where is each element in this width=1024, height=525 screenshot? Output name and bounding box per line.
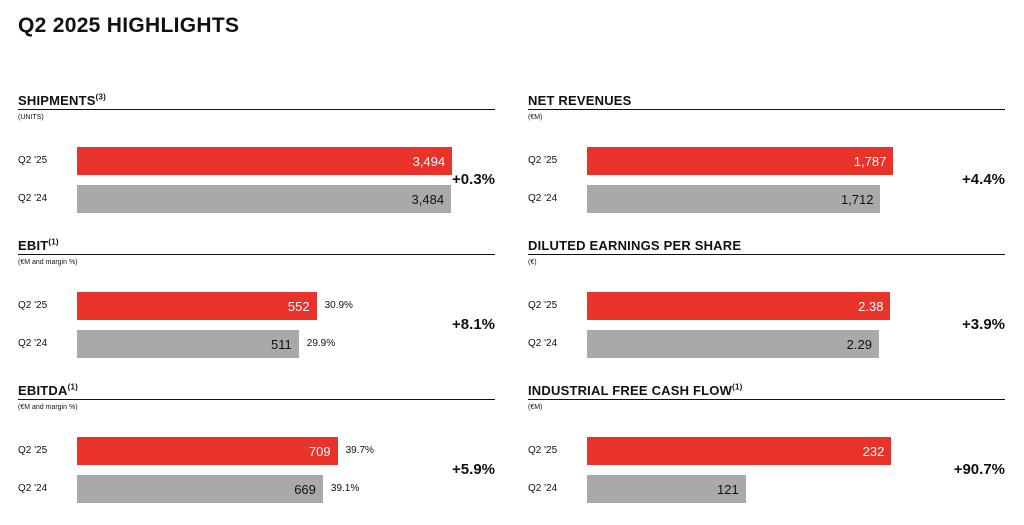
title-rule (528, 399, 1005, 400)
period-label: Q2 '24 (528, 193, 558, 204)
value-label: 2.29 (846, 336, 872, 352)
bar-prior: 3,484 (77, 185, 452, 213)
period-label: Q2 '25 (18, 155, 48, 166)
title-rule (18, 254, 495, 255)
bar-prior: 669 (77, 475, 323, 503)
panel-title-text: INDUSTRIAL FREE CASH FLOW (528, 383, 733, 398)
panel-title-text: NET REVENUES (528, 93, 632, 108)
diluted-earnings-per-share-unit: (€) (528, 259, 537, 266)
title-rule (528, 109, 1005, 110)
shipments-panel: SHIPMENTS(3) (UNITS) Q2 '25 3,494 Q2 '24 3,48… (18, 93, 495, 233)
net-revenues-unit: (€M) (528, 114, 543, 121)
bar-current: 2.38 (587, 292, 891, 320)
bar-current: 1,787 (587, 147, 894, 175)
period-label: Q2 '24 (18, 193, 48, 204)
industrial-free-cash-flow-panel: INDUSTRIAL FREE CASH FLOW(1) (€M) Q2 '25 23… (528, 383, 1005, 523)
value-label: 1,712 (840, 191, 874, 207)
industrial-free-cash-flow-unit: (€M) (528, 404, 543, 411)
margin-label: 29.9% (306, 338, 336, 349)
period-label: Q2 '25 (18, 445, 48, 456)
value-label: 669 (294, 481, 316, 497)
value-label: 511 (271, 336, 292, 352)
bar-prior: 2.29 (587, 330, 879, 358)
page-title: Q2 2025 HIGHLIGHTS (18, 14, 240, 37)
period-label: Q2 '24 (18, 483, 48, 494)
diluted-earnings-per-share-panel: DILUTED EARNINGS PER SHARE (€) Q2 '25 2.38 Q… (528, 238, 1005, 378)
footnote-marker: (1) (67, 382, 78, 392)
bar-current: 552 (77, 292, 317, 320)
period-label: Q2 '25 (528, 300, 558, 311)
title-rule (18, 109, 495, 110)
value-label: 232 (862, 443, 885, 459)
title-rule (18, 399, 495, 400)
period-label: Q2 '24 (528, 338, 558, 349)
footnote-marker: (1) (732, 382, 743, 392)
industrial-free-cash-flow-change: +90.7% (953, 461, 1005, 478)
value-label: 3,494 (412, 153, 446, 169)
ebitda-unit: (€M and margin %) (18, 404, 78, 411)
value-label: 121 (717, 481, 739, 497)
panel-title-text: DILUTED EARNINGS PER SHARE (528, 238, 742, 253)
bar-current: 709 (77, 437, 338, 465)
bar-current: 232 (587, 437, 892, 465)
period-label: Q2 '25 (528, 445, 558, 456)
ebitda-title: EBITDA(1) (18, 383, 78, 398)
net-revenues-title: NET REVENUES (528, 93, 632, 108)
diluted-earnings-per-share-title: DILUTED EARNINGS PER SHARE (528, 238, 741, 253)
industrial-free-cash-flow-title: INDUSTRIAL FREE CASH FLOW(1) (528, 383, 742, 398)
margin-label: 30.9% (324, 300, 353, 311)
shipments-change: +0.3% (452, 171, 495, 188)
footnote-marker: (1) (48, 237, 59, 247)
bar-current: 3,494 (77, 147, 453, 175)
ebitda-panel: EBITDA(1) (€M and margin %) Q2 '25 709 39.7%… (18, 383, 495, 523)
value-label: 3,484 (411, 191, 445, 207)
bar-prior: 511 (77, 330, 299, 358)
value-label: 2.38 (858, 298, 884, 314)
period-label: Q2 '25 (18, 300, 48, 311)
ebit-change: +8.1% (452, 316, 495, 333)
title-rule (528, 254, 1005, 255)
period-label: Q2 '25 (528, 155, 558, 166)
panel-title-text: SHIPMENTS (18, 93, 96, 108)
panel-title-text: EBIT (18, 238, 49, 253)
ebit-title: EBIT(1) (18, 238, 59, 253)
margin-label: 39.7% (345, 445, 374, 456)
margin-label: 39.1% (330, 483, 360, 494)
value-label: 1,787 (853, 153, 887, 169)
panel-title-text: EBITDA (18, 383, 68, 398)
period-label: Q2 '24 (528, 483, 558, 494)
ebitda-change: +5.9% (452, 461, 495, 478)
period-label: Q2 '24 (18, 338, 48, 349)
shipments-unit: (UNITS) (18, 114, 44, 121)
value-label: 552 (287, 298, 310, 314)
bar-prior: 121 (587, 475, 746, 503)
shipments-title: SHIPMENTS(3) (18, 93, 106, 108)
net-revenues-panel: NET REVENUES (€M) Q2 '25 1,787 Q2 '24 1,712 +4… (528, 93, 1005, 233)
diluted-earnings-per-share-change: +3.9% (962, 316, 1005, 333)
ebit-panel: EBIT(1) (€M and margin %) Q2 '25 552 30.9% Q2… (18, 238, 495, 378)
ebit-unit: (€M and margin %) (18, 259, 78, 266)
net-revenues-change: +4.4% (962, 171, 1005, 188)
bar-prior: 1,712 (587, 185, 881, 213)
value-label: 709 (308, 443, 331, 459)
footnote-marker: (3) (95, 92, 107, 102)
